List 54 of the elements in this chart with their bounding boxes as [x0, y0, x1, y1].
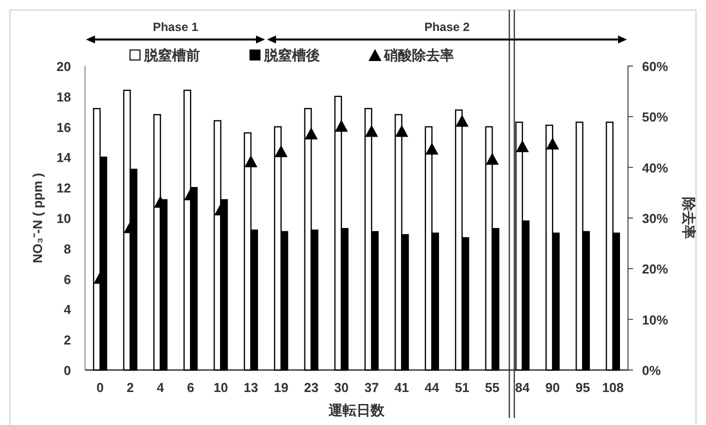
text: Phase 2: [424, 20, 470, 34]
x-tick-label: 37: [364, 380, 379, 395]
y-tick-label: 10: [56, 211, 71, 226]
legend-label: 脱窒槽前: [143, 47, 200, 63]
x-tick-label: 90: [545, 380, 560, 395]
x-axis-title: 運転日数: [328, 402, 386, 418]
x-tick-label: 2: [126, 380, 134, 395]
y2-tick-label: 50%: [642, 110, 668, 125]
y-tick-label: 6: [64, 272, 71, 287]
x-tick-label: 23: [304, 380, 318, 395]
y2-tick-label: 10%: [642, 312, 668, 328]
x-tick-label: 0: [96, 380, 104, 395]
x-tick-label: 108: [602, 380, 624, 395]
x-tick-label: 6: [186, 380, 194, 395]
y-tick-label: 8: [64, 241, 71, 256]
x-tick-label: 13: [244, 380, 258, 395]
y2-tick-label: 40%: [642, 160, 668, 176]
y2-tick-label: 60%: [642, 59, 668, 74]
x-tick-label: 84: [515, 380, 530, 395]
y2-tick-label: 30%: [642, 211, 668, 226]
y-tick-label: 18: [56, 89, 71, 104]
x-tick-label: 30: [334, 380, 349, 395]
x-tick-label: 55: [485, 380, 500, 395]
x-tick-label: 51: [454, 380, 470, 395]
point: [395, 124, 408, 137]
y-axis-title: NO₃⁻-N ( ppm ): [30, 172, 45, 264]
y-tick-label: 12: [56, 180, 71, 196]
x-tick-label: 4: [156, 380, 165, 395]
y-tick-label: 14: [56, 150, 72, 166]
legend-label: 脱窒槽後: [263, 47, 320, 63]
point: [244, 155, 258, 168]
point: [456, 114, 469, 127]
x-tick-label: 19: [274, 380, 288, 395]
point: [334, 120, 348, 132]
y2-axis-title: 除去率: [681, 197, 697, 239]
x-tick-label: 95: [576, 380, 590, 395]
point: [274, 145, 288, 158]
y2-tick-label: 0%: [642, 363, 662, 378]
point: [365, 124, 378, 137]
point: [425, 142, 438, 155]
y-tick-label: 2: [64, 332, 71, 348]
point: [546, 138, 560, 150]
point: [486, 152, 499, 165]
x-tick-label: 41: [394, 380, 409, 395]
y-tick-label: 4: [64, 302, 72, 318]
x-tick-label: 10: [214, 380, 228, 395]
y-tick-label: 16: [56, 120, 71, 135]
y2-tick-label: 20%: [642, 262, 668, 277]
x-tick-label: 44: [424, 380, 440, 395]
text: Phase 1: [152, 20, 198, 34]
y-tick-label: 0: [64, 363, 71, 378]
point: [304, 127, 318, 140]
legend-label: 硝酸除去率: [383, 47, 454, 63]
y-tick-label: 20: [56, 59, 71, 74]
